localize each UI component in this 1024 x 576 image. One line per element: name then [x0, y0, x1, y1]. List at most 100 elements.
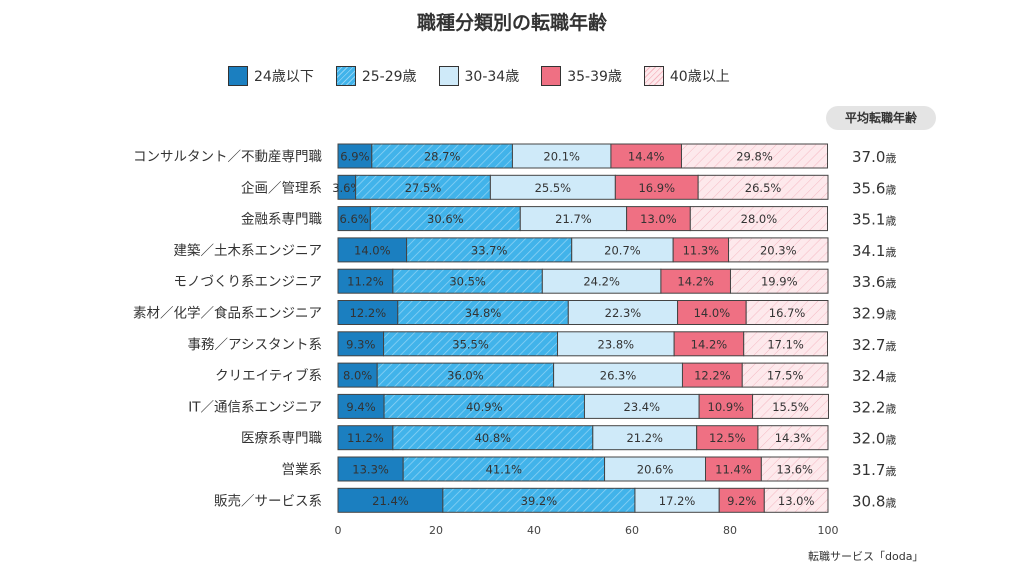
avg-age-unit: 歳 [885, 371, 896, 384]
x-tick-label: 40 [527, 524, 541, 537]
legend-label: 35-39歳 [567, 69, 622, 85]
category-label: IT／通信系エンジニア [188, 399, 322, 415]
data-label: 14.2% [677, 275, 714, 289]
data-label: 35.5% [452, 337, 489, 351]
data-label: 11.2% [347, 275, 384, 289]
data-label: 9.3% [346, 337, 375, 351]
data-label: 16.9% [638, 181, 675, 195]
data-label: 13.3% [352, 463, 389, 477]
bar-segment [660, 268, 731, 294]
category-label: 医療系専門職 [241, 430, 322, 447]
data-label: 39.2% [521, 494, 558, 508]
bar-segment [689, 206, 829, 232]
bar-segment [696, 425, 759, 451]
bar-segment [592, 425, 698, 451]
category-label: 素材／化学／食品系エンジニア [133, 305, 322, 322]
bar-segment [672, 237, 730, 263]
avg-age-unit: 歳 [885, 183, 896, 196]
x-tick-label: 60 [625, 524, 639, 537]
avg-age-value: 32.9歳 [852, 305, 896, 323]
data-label: 9.2% [727, 494, 756, 508]
bar-segment [519, 206, 628, 232]
data-label: 41.1% [486, 463, 523, 477]
avg-age-header: 平均転職年齢 [826, 106, 936, 130]
legend-item: 30-34歳 [438, 66, 519, 86]
bar-segment [557, 331, 675, 357]
avg-age-unit: 歳 [885, 152, 896, 165]
bar-segment [337, 143, 373, 169]
legend-swatch [228, 66, 248, 86]
data-label: 17.2% [659, 494, 696, 508]
data-label: 14.0% [694, 306, 731, 320]
bar-segment [355, 174, 491, 200]
avg-age-value: 32.0歳 [852, 430, 896, 448]
data-label: 14.2% [691, 337, 728, 351]
bar-segment [743, 331, 829, 357]
bar-segment [604, 456, 706, 482]
bar-segment [337, 331, 385, 357]
data-label: 13.0% [778, 494, 815, 508]
data-label: 27.5% [405, 181, 442, 195]
avg-age-unit: 歳 [885, 496, 896, 509]
bar-segment [698, 393, 754, 419]
avg-age-value: 32.7歳 [852, 336, 896, 354]
bar-segment [729, 268, 829, 294]
category-label: コンサルタント／不動産専門職 [133, 149, 322, 165]
chart-title: 職種分類別の転職年齢 [416, 12, 607, 34]
category-label: 営業系 [282, 462, 323, 478]
data-label: 11.2% [347, 431, 384, 445]
avg-age-value: 35.6歳 [852, 179, 896, 197]
avg-age-unit: 歳 [885, 465, 896, 478]
data-label: 13.6% [776, 463, 813, 477]
bar-segment [741, 362, 829, 388]
legend-item: 40歳以上 [643, 66, 730, 86]
avg-age-unit: 歳 [885, 277, 896, 290]
category-label: 企画／管理系 [241, 179, 322, 196]
data-label: 12.2% [350, 306, 387, 320]
avg-age-value: 37.0歳 [852, 148, 896, 166]
data-label: 9.4% [346, 400, 375, 414]
x-tick-label: 80 [723, 524, 737, 537]
bar-segment [718, 487, 765, 513]
category-label: 金融系専門職 [241, 212, 322, 228]
x-tick-label: 20 [429, 524, 443, 537]
legend-item: 25-29歳 [335, 66, 417, 86]
legend-swatch [438, 66, 459, 86]
data-label: 21.2% [626, 431, 663, 445]
data-label: 20.1% [543, 150, 580, 164]
bar-segment [442, 487, 636, 513]
data-label: 21.4% [372, 494, 409, 508]
bar-segment [337, 393, 385, 419]
data-label: 22.3% [605, 306, 642, 320]
avg-age-unit: 歳 [885, 215, 896, 228]
avg-age-unit: 歳 [885, 434, 896, 447]
avg-age-value: 31.7歳 [852, 461, 896, 479]
data-label: 3.6% [332, 181, 361, 195]
data-label: 14.3% [775, 431, 812, 445]
category-label: モノづくり系エンジニア [174, 274, 323, 290]
bar-segment [553, 362, 683, 388]
data-label: 12.2% [694, 369, 731, 383]
bar-segment [376, 362, 555, 388]
data-label: 6.9% [340, 150, 369, 164]
category-label: 事務／アシスタント系 [188, 337, 322, 353]
bar-segment [392, 268, 543, 294]
bar-segment [511, 143, 612, 169]
bar-segment [383, 331, 559, 357]
data-label: 29.8% [736, 150, 773, 164]
x-tick-label: 100 [818, 524, 839, 537]
legend-swatch [643, 66, 664, 86]
bar-segment [705, 456, 762, 482]
data-label: 28.7% [424, 150, 461, 164]
data-label: 8.0% [343, 369, 372, 383]
legend-label: 40歳以上 [669, 69, 730, 85]
bar-segment [337, 487, 444, 513]
bar-segment [489, 174, 616, 200]
bar-segment [763, 487, 829, 513]
source-note: 転職サービス「doda」 [808, 550, 924, 563]
legend-swatch [541, 66, 562, 86]
bar-segment [383, 393, 585, 419]
bar-segment [371, 143, 513, 169]
data-label: 14.0% [354, 243, 391, 257]
avg-age-unit: 歳 [885, 309, 896, 322]
